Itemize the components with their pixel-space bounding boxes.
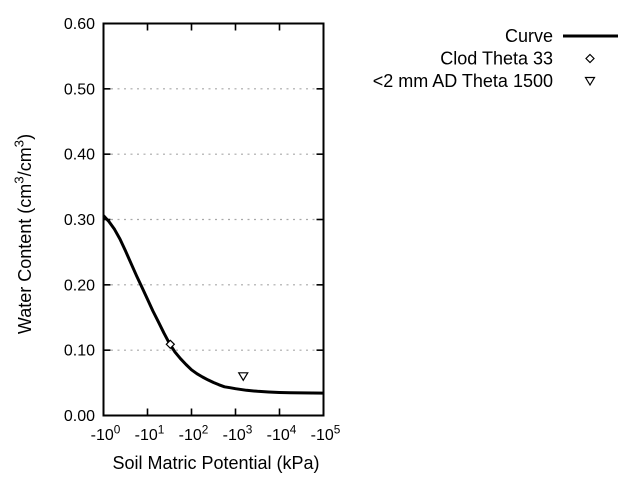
y-tick-label-0.10: 0.10	[64, 343, 95, 360]
y-tick-label-0.30: 0.30	[64, 212, 95, 229]
x-tick-label-2: -102	[179, 422, 209, 444]
x-tick-label-0: -100	[91, 422, 121, 444]
x-tick-label-1: -101	[135, 422, 165, 444]
legend-label-0: Curve	[505, 26, 553, 46]
x-tick-label-5: -105	[311, 422, 341, 444]
x-tick-label-4: -104	[267, 422, 297, 444]
y-tick-label-0.00: 0.00	[64, 408, 95, 425]
legend-marker-sample-1	[585, 53, 595, 64]
y-tick-label-0.50: 0.50	[64, 81, 95, 98]
x-tick-label-3: -103	[223, 422, 253, 444]
x-axis-title: Soil Matric Potential (kPa)	[112, 453, 319, 473]
legend-marker-sample-2	[584, 76, 596, 87]
y-tick-label-0.20: 0.20	[64, 277, 95, 294]
curve-line	[102, 214, 324, 395]
y-tick-label-0.40: 0.40	[64, 147, 95, 164]
y-tick-label-0.60: 0.60	[64, 16, 95, 33]
data-point-series-2	[237, 372, 249, 382]
legend-label-1: Clod Theta 33	[440, 49, 553, 69]
data-point-series-1	[165, 339, 176, 350]
y-axis-title: Water Content (cm3/cm3)	[11, 134, 35, 334]
legend-label-2: <2 mm AD Theta 1500	[373, 71, 553, 91]
plot-border	[102, 22, 325, 417]
